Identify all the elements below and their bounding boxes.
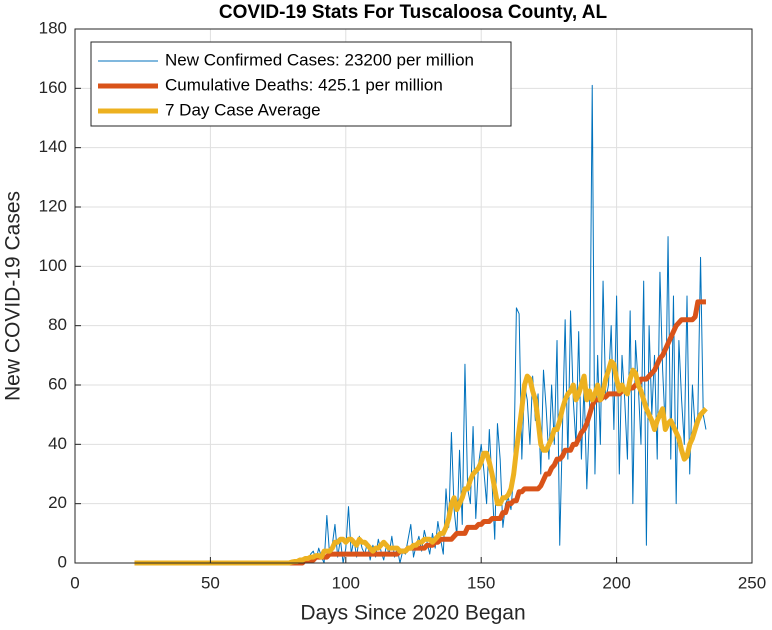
x-tick-label: 50 — [201, 573, 220, 592]
y-tick-label: 60 — [48, 374, 67, 393]
y-tick-label: 40 — [48, 434, 67, 453]
chart-title: COVID-19 Stats For Tuscaloosa County, AL — [219, 2, 608, 23]
legend-label: New Confirmed Cases: 23200 per million — [165, 50, 474, 69]
legend-box — [90, 41, 512, 127]
legend-label: Cumulative Deaths: 425.1 per million — [165, 75, 443, 94]
y-tick-label: 180 — [39, 18, 67, 37]
x-tick-label: 150 — [467, 573, 495, 592]
y-tick-label: 120 — [39, 196, 67, 215]
x-tick-label: 100 — [332, 573, 360, 592]
y-tick-label: 140 — [39, 137, 67, 156]
y-tick-label: 0 — [58, 552, 67, 571]
x-tick-label: 0 — [70, 573, 79, 592]
y-tick-label: 160 — [39, 78, 67, 97]
y-tick-label: 80 — [48, 315, 67, 334]
x-axis-label: Days Since 2020 Began — [300, 602, 525, 625]
axes-box — [74, 28, 753, 564]
x-tick-label: 250 — [738, 573, 766, 592]
legend-label: 7 Day Case Average — [165, 100, 321, 119]
y-tick-label: 100 — [39, 256, 67, 275]
y-axis-label: New COVID-19 Cases — [2, 191, 25, 401]
y-tick-label: 20 — [48, 493, 67, 512]
legend: New Confirmed Cases: 23200 per million Cu… — [90, 41, 512, 127]
ticks: 0 50 100 150 200 250 0 20 40 60 80 100 120 140 160 180 — [39, 18, 767, 592]
x-tick-label: 200 — [602, 573, 630, 592]
